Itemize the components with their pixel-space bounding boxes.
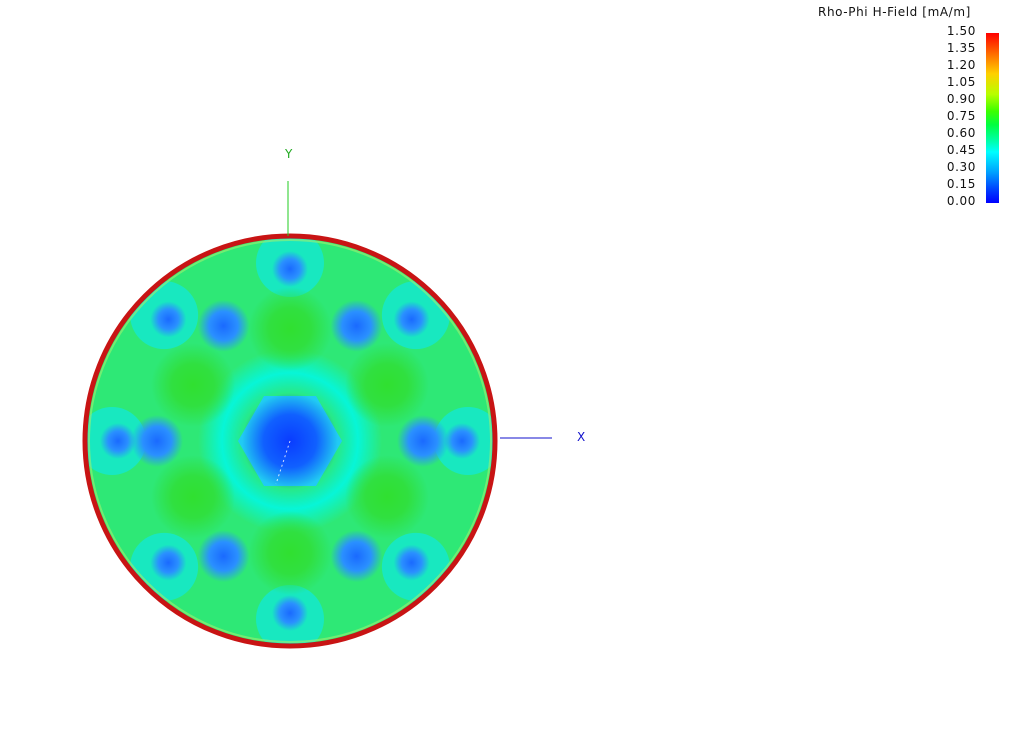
coordinate-axes — [275, 181, 552, 485]
outer-low-spot — [272, 251, 308, 287]
field-spots — [87, 238, 493, 644]
inner-low-spot — [330, 299, 383, 352]
y-axis-label: Y — [285, 147, 293, 161]
rim — [82, 233, 498, 649]
inner-hot-spot — [248, 287, 332, 371]
colorbar-tick: 0.15 — [946, 177, 976, 191]
colorbar-tick: 0.90 — [946, 92, 976, 106]
colorbar-tick: 1.50 — [946, 24, 976, 38]
inner-hot-spot — [151, 455, 236, 539]
outer-low-spot — [393, 544, 430, 581]
x-axis-label: X — [577, 430, 586, 444]
outer-low-spot — [150, 301, 187, 338]
field-disk — [82, 233, 498, 649]
rim-inner — [88, 239, 492, 643]
outer-low-spot — [272, 595, 308, 631]
inner-low-spot — [397, 415, 449, 467]
colorbar-tick: 1.05 — [946, 75, 976, 89]
inner-low-spot — [131, 415, 183, 467]
inner-hot-spot — [151, 343, 236, 427]
outer-low-spot — [100, 423, 136, 459]
outer-low-spot — [393, 301, 430, 338]
colorbar — [986, 33, 999, 203]
inner-hot-spot — [248, 511, 332, 595]
colorbar-title: Rho-Phi H-Field [mA/m] — [818, 5, 971, 19]
inner-hot-spot — [344, 343, 429, 427]
inner-low-spot — [197, 299, 250, 352]
colorbar-tick: 0.00 — [946, 194, 976, 208]
inner-low-spot — [197, 530, 250, 583]
colorbar-tick: 0.45 — [946, 143, 976, 157]
colorbar-tick: 0.75 — [946, 109, 976, 123]
colorbar-tick: 0.60 — [946, 126, 976, 140]
outer-low-spot — [444, 423, 480, 459]
colorbar-tick: 0.30 — [946, 160, 976, 174]
colorbar-tick: 1.20 — [946, 58, 976, 72]
outer-low-spot — [150, 544, 187, 581]
colorbar-tick: 1.35 — [946, 41, 976, 55]
inner-low-spot — [330, 530, 383, 583]
inner-hot-spot — [344, 455, 429, 539]
